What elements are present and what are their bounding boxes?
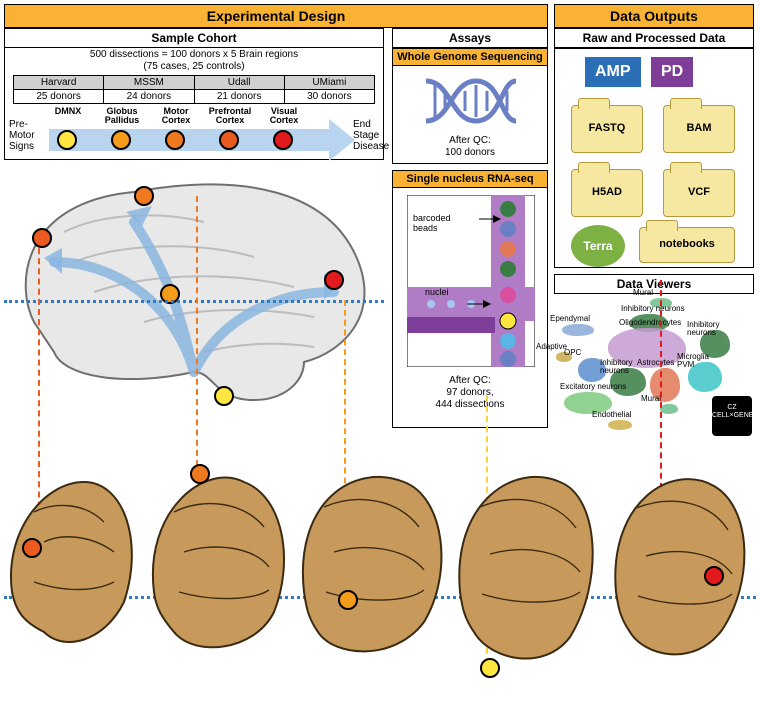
braak-dot bbox=[111, 130, 131, 150]
brain-dot-visual bbox=[324, 270, 344, 290]
slice-dot-dmnx bbox=[480, 658, 500, 678]
braak-dot bbox=[57, 130, 77, 150]
braak-region-label: Motor Cortex bbox=[151, 107, 201, 126]
braak-arrow: Pre- Motor Signs End Stage Disease DMNXG… bbox=[9, 107, 374, 167]
cohort-caption-2: (75 cases, 25 controls) bbox=[5, 61, 383, 72]
cluster-label: Endothelial bbox=[592, 411, 652, 419]
sample-cohort-panel: Sample Cohort 500 dissections = 100 dono… bbox=[4, 28, 384, 160]
midline-top bbox=[4, 300, 384, 303]
folder-fastq: FASTQ bbox=[571, 105, 643, 153]
braak-region-label: Prefrontal Cortex bbox=[205, 107, 255, 126]
cluster-label: Inhibitory neurons bbox=[687, 321, 747, 338]
folder-label: BAM bbox=[664, 122, 734, 134]
cluster-label: OPC bbox=[564, 349, 624, 357]
assays-title: Assays bbox=[392, 28, 548, 48]
cluster-label: Ependymal bbox=[550, 315, 610, 323]
folder-bam: BAM bbox=[663, 105, 735, 153]
wgs-panel: Whole Genome Sequencing After QC: 100 do… bbox=[392, 48, 548, 164]
svg-text:beads: beads bbox=[413, 223, 438, 233]
braak-arrow-head bbox=[329, 119, 355, 161]
viewers-area: MuralInhibitory neuronsEpendymalOligoden… bbox=[554, 294, 754, 438]
sagittal-brain bbox=[4, 162, 384, 412]
slice-dot-pfc bbox=[22, 538, 42, 558]
braak-region-label: Globus Pallidus bbox=[97, 107, 147, 126]
raw-title: Raw and Processed Data bbox=[554, 28, 754, 48]
folder-label: FASTQ bbox=[572, 122, 642, 134]
cohort-val: 24 donors bbox=[104, 90, 194, 104]
wgs-title: Whole Genome Sequencing bbox=[393, 49, 547, 66]
pd-badge: PD bbox=[651, 57, 693, 87]
cohort-col: Udall bbox=[194, 76, 284, 90]
brain-dot-pfc bbox=[32, 228, 52, 248]
conn-motor bbox=[196, 196, 198, 466]
cluster-label: Microglia PVM bbox=[677, 353, 737, 370]
terra-badge: Terra bbox=[571, 225, 625, 267]
braak-region-label: DMNX bbox=[43, 107, 93, 116]
slice-dot-motor bbox=[190, 464, 210, 484]
cohort-table: Harvard MSSM Udall UMiami 25 donors 24 d… bbox=[13, 75, 375, 104]
amp-badge: AMP bbox=[585, 57, 641, 87]
beads-label: barcoded bbox=[413, 213, 451, 223]
braak-dot bbox=[165, 130, 185, 150]
folder-label: VCF bbox=[664, 186, 734, 198]
cluster-blob bbox=[660, 404, 678, 414]
cluster-label: Oligodendrocytes bbox=[619, 319, 679, 327]
folder-h5ad: H5AD bbox=[571, 169, 643, 217]
cohort-col: Harvard bbox=[14, 76, 104, 90]
slice-dot-visual bbox=[704, 566, 724, 586]
slice-dot-gp bbox=[338, 590, 358, 610]
cluster-label: Excitatory neurons bbox=[560, 383, 620, 391]
cluster-blob bbox=[608, 420, 632, 430]
sample-cohort-title: Sample Cohort bbox=[4, 28, 384, 48]
snrna-title: Single nucleus RNA-seq bbox=[393, 171, 547, 188]
folder-notebooks: notebooks bbox=[639, 227, 735, 263]
folder-vcf: VCF bbox=[663, 169, 735, 217]
snrna-afterqc: After QC: 97 donors, 444 dissections bbox=[393, 375, 547, 411]
header-data-outputs: Data Outputs bbox=[554, 4, 754, 28]
snrna-diagram: barcoded beads nuclei bbox=[407, 195, 535, 367]
folder-label: notebooks bbox=[640, 238, 734, 250]
braak-region-label: Visual Cortex bbox=[259, 107, 309, 126]
brain-dot-dmnx bbox=[214, 386, 234, 406]
brain-dot-motor bbox=[134, 186, 154, 206]
cluster-label: Mural bbox=[641, 395, 701, 403]
dna-icon bbox=[421, 71, 521, 131]
raw-panel: AMP PD FASTQ BAM H5AD VCF Terra notebook… bbox=[554, 48, 754, 268]
header-experimental: Experimental Design bbox=[4, 4, 548, 28]
braak-dot bbox=[273, 130, 293, 150]
braak-left-label: Pre- Motor Signs bbox=[9, 119, 35, 152]
cluster-blob bbox=[562, 324, 594, 336]
svg-text:nuclei: nuclei bbox=[425, 287, 449, 297]
cohort-col: MSSM bbox=[104, 76, 194, 90]
cohort-caption-1: 500 dissections = 100 donors x 5 Brain r… bbox=[5, 49, 383, 60]
coronal-slices bbox=[4, 442, 756, 702]
cohort-val: 25 donors bbox=[14, 90, 104, 104]
folder-label: H5AD bbox=[572, 186, 642, 198]
braak-right-label: End Stage Disease bbox=[353, 119, 389, 152]
cohort-col: UMiami bbox=[284, 76, 374, 90]
snrna-panel: Single nucleus RNA-seq barcoded beads nu… bbox=[392, 170, 548, 428]
braak-dot bbox=[219, 130, 239, 150]
cluster-label: Mural bbox=[633, 289, 693, 297]
cohort-val: 30 donors bbox=[284, 90, 374, 104]
cz-cellxgene-badge: CZ CELL×GENE bbox=[712, 396, 752, 436]
cluster-label: Inhibitory neurons bbox=[621, 305, 681, 313]
wgs-afterqc: After QC: 100 donors bbox=[393, 135, 547, 159]
cohort-val: 21 donors bbox=[194, 90, 284, 104]
